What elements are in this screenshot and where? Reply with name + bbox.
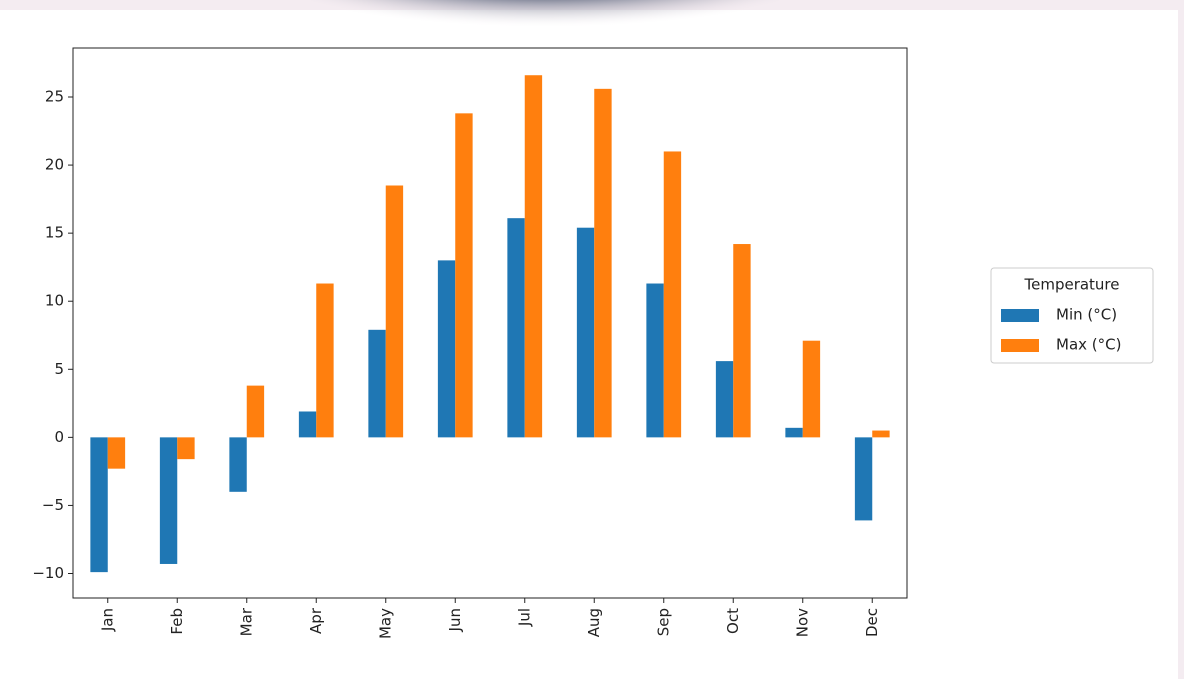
bar [455, 113, 473, 438]
x-tick-label: Mar [237, 607, 255, 636]
bar [177, 437, 195, 460]
bar [872, 430, 890, 438]
x-tick-label: Sep [654, 608, 672, 636]
bar [646, 283, 664, 438]
decoration [310, 0, 780, 60]
bar [802, 340, 821, 438]
bar [298, 411, 317, 438]
x-tick-label: May [376, 608, 394, 639]
bar [854, 437, 873, 521]
x-tick-label: Apr [307, 607, 325, 634]
bar [229, 437, 247, 492]
plot-frame [72, 47, 908, 599]
x-tick-label: Jun [446, 608, 464, 632]
bar [246, 385, 265, 438]
y-tick-label: 0 [54, 428, 64, 446]
bar [385, 185, 404, 438]
legend-swatch [1001, 309, 1039, 322]
x-tick-label: Oct [724, 608, 742, 634]
legend-label: Min (°C) [1056, 306, 1117, 324]
y-tick-label: 5 [54, 360, 64, 378]
bar [90, 437, 108, 573]
legend-swatch [1001, 339, 1039, 352]
legend-title: Temperature [1023, 276, 1119, 294]
bar [594, 88, 612, 438]
bar [524, 75, 543, 438]
bar [663, 151, 682, 438]
bar [785, 427, 803, 438]
x-tick-label: Nov [793, 608, 811, 637]
bar [368, 329, 386, 438]
bar [715, 361, 734, 438]
y-tick-label: 25 [45, 88, 64, 106]
bar [159, 437, 178, 564]
y-tick-label: 20 [45, 156, 64, 174]
y-tick-label: 15 [45, 224, 64, 242]
legend-label: Max (°C) [1056, 336, 1121, 354]
x-tick-label: Aug [585, 608, 603, 637]
y-tick-label: −5 [42, 496, 64, 514]
y-tick-label: −10 [32, 564, 64, 582]
bar [733, 244, 751, 438]
x-tick-label: Jul [515, 608, 533, 627]
x-tick-label: Feb [168, 608, 186, 635]
x-tick-label: Jan [98, 608, 116, 632]
bar [107, 437, 126, 469]
x-tick-label: Dec [863, 608, 881, 637]
bar [316, 283, 334, 438]
bar [437, 260, 456, 438]
y-tick-label: 10 [45, 292, 64, 310]
bar [576, 227, 595, 438]
bar [507, 218, 525, 438]
